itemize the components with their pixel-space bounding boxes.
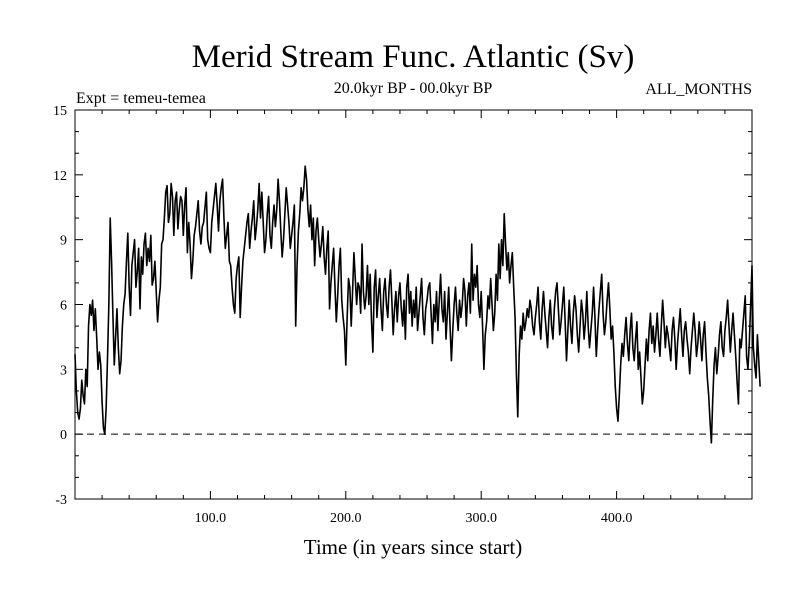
chart-title: Merid Stream Func. Atlantic (Sv): [192, 39, 635, 75]
y-tick-label: 6: [60, 299, 67, 314]
y-tick-label: 15: [53, 104, 67, 119]
x-axis: 100.0 200.0 300.0 400.0: [101, 110, 726, 526]
chart-left-label: Expt = temeu-temea: [76, 90, 206, 107]
series-line: [74, 165, 761, 444]
x-axis-label: Time (in years since start): [304, 535, 523, 559]
x-tick-label: 400.0: [601, 511, 633, 526]
y-tick-label: -3: [55, 493, 67, 508]
chart-subtitle: 20.0kyr BP - 00.0kyr BP: [334, 80, 493, 97]
x-tick-label: 200.0: [330, 511, 362, 526]
x-tick-label: 300.0: [465, 511, 497, 526]
y-tick-label: 12: [53, 169, 67, 184]
y-tick-label: 3: [60, 363, 67, 378]
y-tick-label: 9: [60, 234, 67, 249]
y-tick-label: 0: [60, 428, 67, 443]
x-tick-label: 100.0: [195, 511, 227, 526]
chart-right-label: ALL_MONTHS: [645, 81, 752, 98]
